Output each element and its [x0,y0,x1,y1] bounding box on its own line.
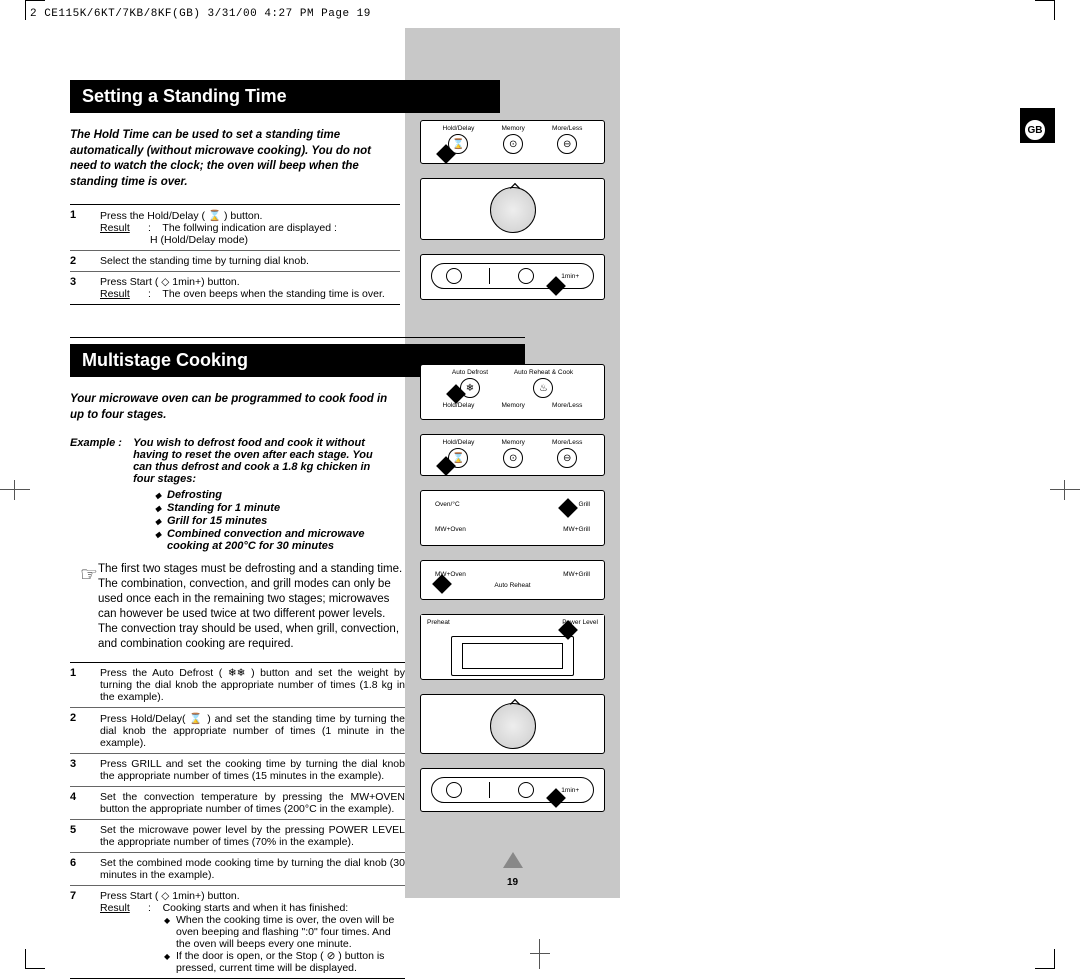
diagram-hold-memory-moreless: Hold/Delay⌛ Memory⊙ More/Less⊖ [420,120,605,164]
list-item: Standing for 1 minute [155,502,390,514]
example-label: Example : [70,437,130,449]
table-row: 7 Press Start ( ◇ 1min+) button. Result:… [70,885,405,978]
step-number: 1 [70,205,100,251]
step-body: Set the microwave power level by the pre… [100,819,405,852]
moreless-icon: ⊖ [557,448,577,468]
step-body: Press Start ( ◇ 1min+) button. [100,890,240,902]
result-label: Result [100,288,148,300]
table-row: 5Set the microwave power level by the pr… [70,819,405,852]
step-body: Press the Hold/Delay ( ⌛ ) button. [100,210,262,222]
table-row: 3Press GRILL and set the cooking time by… [70,753,405,786]
diagram-oven-panel: Preheat Power Level [420,614,605,680]
stop-icon [446,782,462,798]
table-row: 2Press Hold/Delay( ⌛ ) and set the stand… [70,707,405,753]
example-bullet-list: Defrosting Standing for 1 minute Grill f… [155,489,390,552]
diagram-column: Hold/Delay⌛ Memory⊙ More/Less⊖ 1min+ Aut… [420,120,605,826]
memory-icon: ⊙ [503,134,523,154]
start-icon [518,268,534,284]
example-block: Example : You wish to defrost food and c… [70,437,390,552]
step-number: 3 [70,272,100,305]
diagram-dial-knob-2 [420,694,605,754]
dial-knob-icon [490,187,536,233]
diagram-start-stop-oval-2: 1min+ [420,768,605,812]
section2-intro: Your microwave oven can be programmed to… [70,392,390,423]
step-body: Press GRILL and set the cooking time by … [100,753,405,786]
result-text: The oven beeps when the standing time is… [162,288,384,300]
step-body: Set the combined mode cooking time by tu… [100,852,405,885]
table-row: 2 Select the standing time by turning di… [70,251,400,272]
step-body: Set the convection temperature by pressi… [100,786,405,819]
section1-title: Setting a Standing Time [70,80,500,113]
step-body: Press Hold/Delay( ⌛ ) and set the standi… [100,707,405,753]
result-text-2: H (Hold/Delay mode) [150,234,248,246]
moreless-icon: ⊖ [557,134,577,154]
diagram-modes-2: MW+Oven MW+Grill Auto Reheat [420,560,605,600]
table-row: 1 Press the Hold/Delay ( ⌛ ) button. Res… [70,205,400,251]
diagram-start-stop-oval: 1min+ [420,254,605,300]
diagram-autodefrost: Auto Defrost❄ Auto Reheat & Cook♨ Hold/D… [420,364,605,420]
locale-badge: GB [1023,118,1047,142]
diagram-hold-2: Hold/Delay⌛ Memory⊙ More/Less⊖ [420,434,605,476]
memory-icon: ⊙ [503,448,523,468]
section1-steps-table: 1 Press the Hold/Delay ( ⌛ ) button. Res… [70,204,400,305]
table-row: 6Set the combined mode cooking time by t… [70,852,405,885]
table-row: 1Press the Auto Defrost ( ❄❄ ) button an… [70,662,405,707]
step-number: 2 [70,251,100,272]
step-body: Press the Auto Defrost ( ❄❄ ) button and… [100,662,405,707]
example-body: You wish to defrost food and cook it wit… [133,437,388,485]
diagram-dial-knob [420,178,605,240]
step-body: Select the standing time by turning dial… [100,251,400,272]
table-row: 3 Press Start ( ◇ 1min+) button. Result:… [70,272,400,305]
result-label: Result [100,902,148,914]
table-row: 4Set the convection temperature by press… [70,786,405,819]
diagram-modes-1: Oven/°C Grill MW+Oven MW+Grill [420,490,605,546]
result-sub-bullet: If the door is open, or the Stop ( ⊘ ) b… [164,950,405,974]
reheat-icon: ♨ [533,378,553,398]
note-arrow-icon: ☞ [70,562,98,652]
result-text: The follwing indication are displayed : [162,222,337,234]
list-item: Combined convection and microwave cookin… [155,528,390,552]
start-icon [518,782,534,798]
result-text: Cooking starts and when it has finished: [163,902,349,914]
result-label: Result [100,222,148,234]
stop-icon [446,268,462,284]
note-block: ☞ The first two stages must be defrostin… [70,562,405,652]
note-text: The first two stages must be defrosting … [98,562,405,652]
dial-knob-icon [490,703,536,749]
result-sub-bullet: When the cooking time is over, the oven … [164,914,405,950]
step-body: Press Start ( ◇ 1min+) button. [100,276,240,288]
list-item: Grill for 15 minutes [155,515,390,527]
page-header-strip: 2 CE115K/6KT/7KB/8KF(GB) 3/31/00 4:27 PM… [30,8,371,20]
section1-intro: The Hold Time can be used to set a stand… [70,128,390,190]
right-margin-bar [1020,28,1055,903]
list-item: Defrosting [155,489,390,501]
section2-steps-table: 1Press the Auto Defrost ( ❄❄ ) button an… [70,662,405,979]
oven-door-icon [451,636,574,676]
